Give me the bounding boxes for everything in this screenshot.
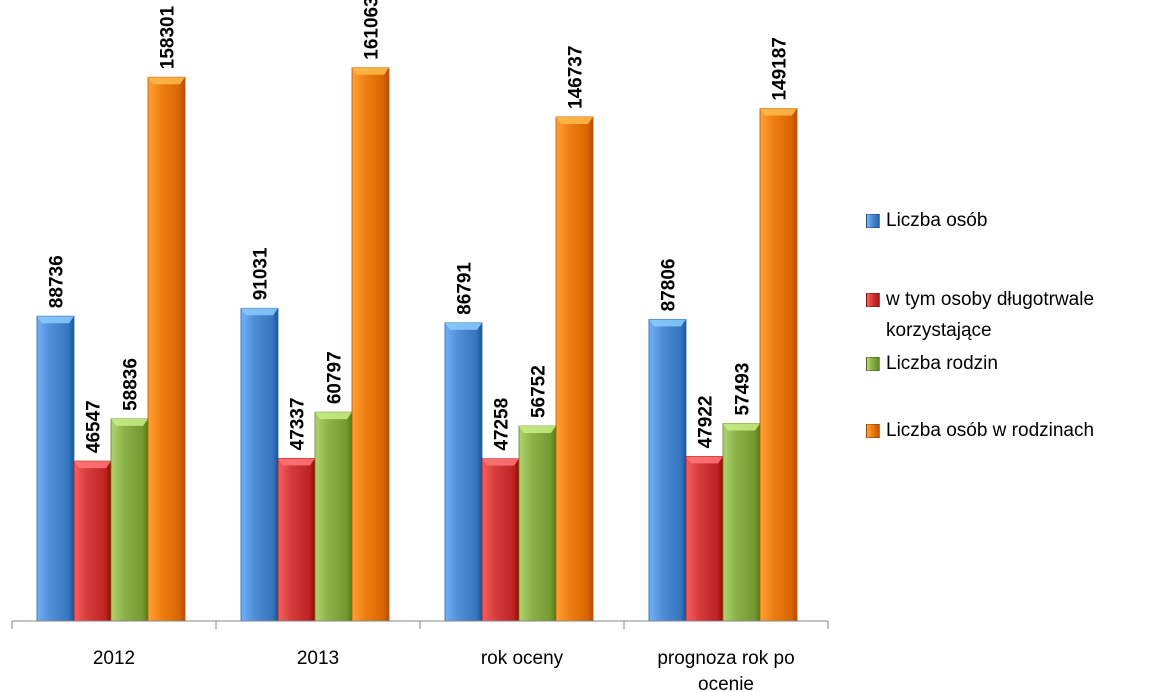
value-label-3-2: 146737 (566, 46, 587, 109)
bars-group (36, 67, 798, 622)
category-label-1: 2013 (297, 648, 339, 669)
legend-label: Liczba osób (886, 210, 988, 231)
value-label-3-0: 158301 (158, 5, 179, 69)
value-label-1-2: 47258 (492, 398, 513, 451)
category-label-2: rok oceny (481, 648, 564, 669)
bar-2-2 (518, 425, 557, 622)
bar-cap-0-3 (649, 319, 686, 327)
bar-0-2 (444, 322, 483, 622)
bar-1-0 (73, 460, 112, 622)
legend: Liczba osób w tym osoby długotrwale korz… (866, 205, 1161, 446)
bar-3-1 (351, 67, 390, 622)
legend-swatch-icon (866, 357, 880, 371)
bar-cap-1-0 (74, 461, 111, 469)
value-label-1-0: 46547 (84, 400, 105, 453)
bar-2-3 (722, 423, 761, 622)
bar-cap-1-3 (686, 456, 723, 464)
value-label-0-0: 88736 (47, 255, 68, 308)
legend-label: Liczba rodzin (886, 353, 998, 374)
value-label-3-3: 149187 (770, 37, 791, 100)
legend-label: w tym osoby długotrwale korzystające (886, 289, 1095, 341)
bar-3-0 (147, 76, 186, 622)
bar-2-1 (314, 411, 353, 622)
value-label-2-2: 56752 (529, 365, 550, 418)
bar-cap-3-3 (760, 108, 797, 116)
bar-1-2 (481, 458, 520, 622)
bar-cap-2-2 (519, 426, 556, 434)
legend-item-liczba-osob: Liczba osób (866, 205, 1161, 236)
value-label-2-1: 60797 (325, 351, 346, 404)
bar-cap-3-0 (148, 77, 185, 85)
legend-label: Liczba osób w rodzinach (886, 420, 1095, 441)
bar-3-2 (555, 116, 594, 622)
category-label-3: prognoza rok po (657, 648, 794, 669)
bar-cap-3-2 (556, 116, 593, 124)
x-axis (11, 620, 829, 629)
legend-item-osob-w-rodzinach: Liczba osób w rodzinach (866, 415, 1161, 446)
legend-swatch-icon (866, 293, 880, 307)
bar-1-3 (685, 455, 724, 622)
value-label-0-3: 87806 (659, 259, 680, 312)
value-label-1-3: 47922 (696, 396, 717, 449)
bar-2-0 (110, 418, 149, 622)
bar-cap-2-1 (315, 412, 352, 420)
value-labels-group: 88736 46547 58836 158301 91031 47337 60797 1610… (47, 0, 791, 453)
bar-cap-0-1 (241, 308, 278, 316)
category-label-0: 2012 (93, 648, 135, 669)
value-label-0-2: 86791 (455, 262, 476, 315)
value-label-0-1: 91031 (251, 247, 272, 300)
category-labels-group: 2012 2013 rok oceny prognoza rok po ocenie (93, 648, 795, 692)
bar-cap-2-0 (111, 418, 148, 426)
legend-item-dlugotrwale: w tym osoby długotrwale korzystające (866, 284, 1161, 346)
bar-cap-1-1 (278, 458, 315, 466)
legend-item-liczba-rodzin: Liczba rodzin (866, 348, 1161, 379)
bar-0-3 (648, 318, 687, 622)
bar-0-0 (36, 315, 75, 622)
value-label-3-1: 161063 (362, 0, 383, 60)
bar-0-1 (240, 307, 279, 622)
category-label-3: ocenie (698, 674, 754, 692)
bar-cap-0-0 (37, 316, 74, 324)
value-label-1-1: 47337 (288, 398, 309, 451)
bar-1-1 (277, 457, 316, 622)
bar-cap-0-2 (445, 322, 482, 330)
bar-cap-2-3 (723, 423, 760, 431)
legend-swatch-icon (866, 424, 880, 438)
value-label-2-3: 57493 (733, 363, 754, 416)
bar-3-3 (759, 108, 798, 622)
bar-cap-1-2 (482, 458, 519, 466)
bar-cap-3-1 (352, 67, 389, 75)
value-label-2-0: 58836 (121, 358, 142, 411)
legend-swatch-icon (866, 214, 880, 228)
